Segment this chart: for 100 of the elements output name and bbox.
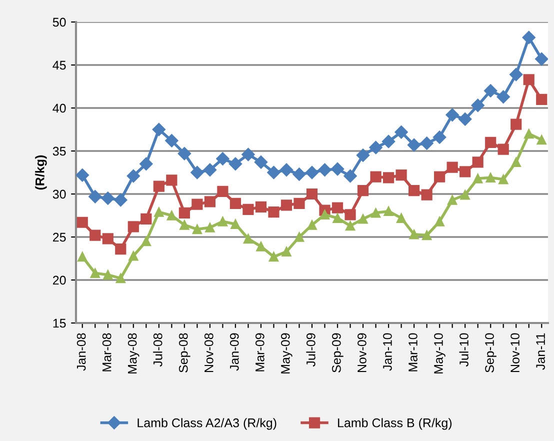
point [472,174,483,184]
x-tick-label: May-10 [434,333,446,374]
point [216,152,230,166]
point [332,202,344,214]
point [344,209,356,220]
point [140,213,152,224]
point [345,220,356,231]
y-tick-label: 15 [53,318,66,328]
x-tick-label: Jan-09 [230,333,239,371]
point [126,169,140,183]
x-tick-label: Jan-08 [76,333,86,371]
point [344,169,357,183]
point [218,216,228,226]
point [485,136,496,148]
x-tick-label: Mar-10 [408,333,418,372]
point [294,198,305,210]
point [307,220,317,230]
point [166,210,177,220]
point [536,94,548,105]
point [447,195,458,205]
point [369,140,382,154]
point [460,166,471,178]
point [524,128,534,139]
point [165,134,178,148]
x-tick-label: Jul-08 [153,333,162,367]
y-tick-label: 25 [53,232,66,242]
y-tick-label: 20 [53,276,66,285]
y-tick-label: 30 [52,190,66,199]
point [420,136,434,150]
point [190,166,204,180]
point [318,163,332,177]
point [254,156,268,169]
point [432,130,446,144]
y-tick-label: 35 [52,146,66,156]
point [332,213,342,223]
point [472,156,484,168]
x-tick-label: Sep-10 [485,333,496,372]
x-tick-label: May-08 [128,333,140,374]
point [178,207,190,218]
point [486,172,496,183]
point [460,190,470,200]
x-tick-label: Sep-09 [332,333,344,372]
point [484,84,498,98]
point [114,193,128,207]
point [306,188,318,200]
point [101,192,114,205]
point [434,216,444,226]
point [458,112,472,126]
point [128,221,139,232]
point [153,180,164,192]
point [498,144,509,155]
x-tick-label: Jul-09 [306,333,316,367]
point [230,219,240,229]
point [102,233,114,244]
point [511,157,521,168]
x-tick-label: Mar-08 [102,333,112,372]
point [382,134,396,148]
x-tick-label: Jan-11 [536,333,545,370]
point [292,168,306,181]
point [320,210,330,220]
point [78,252,88,262]
point [522,30,536,44]
point [205,222,215,232]
point [356,148,370,162]
point [384,206,394,216]
point [103,270,113,280]
point [358,214,368,224]
point [256,242,266,252]
point [140,157,153,170]
point [446,162,458,173]
point [228,157,242,170]
point [243,234,254,244]
point [370,208,381,218]
x-tick-label: Jul-10 [459,333,468,367]
point [422,230,432,240]
point [178,146,192,160]
point [268,206,280,218]
point [116,273,126,284]
y-tick-label: 50 [52,18,66,27]
point [76,216,88,228]
point [421,189,432,200]
point [242,148,255,162]
point [152,122,166,136]
point [90,230,101,241]
point [88,190,102,204]
point [409,230,419,240]
point [280,200,292,211]
point [90,268,100,278]
point [498,174,508,184]
point [510,118,522,130]
point [166,174,178,186]
point [230,198,242,210]
point [536,134,546,145]
point [280,163,294,177]
point [128,251,138,261]
point [154,207,164,217]
x-tick-label: Sep-08 [178,333,190,372]
x-tick-label: Nov-08 [204,333,214,372]
x-tick-label: Nov-09 [358,333,366,372]
x-tick-label: Mar-09 [255,333,264,372]
